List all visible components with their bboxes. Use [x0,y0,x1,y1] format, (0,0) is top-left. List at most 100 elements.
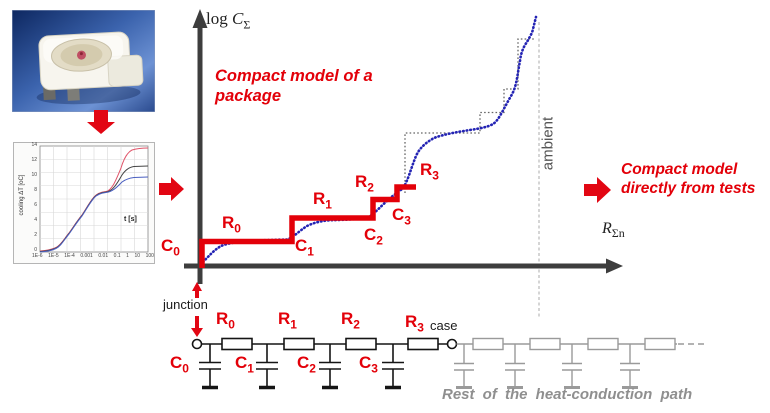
capacitor-C0 [199,344,221,390]
chart-label-r0: R0 [222,214,241,234]
label-sub: 2 [376,233,383,248]
label-base: R [341,309,354,328]
label-sub: 2 [309,361,316,376]
y-tick: 12 [31,157,37,163]
x-axis-label-sub: Σn [611,226,625,241]
y-axis-label-sub: Σ [243,17,251,32]
arrow-right-icon [584,177,611,203]
junction-node [191,338,203,350]
label-base: C [161,236,174,255]
y-tick: 2 [34,232,37,238]
y-axis-label: log CΣ [206,10,250,30]
capacitor-gray [454,344,474,389]
x-tick: 10 [134,253,141,259]
label-sub: 3 [417,320,424,335]
x-tick: 1E-4 [64,253,75,259]
label-base: C [359,353,372,372]
mini-gridlines [40,146,148,252]
package-step [107,54,144,87]
resistor-R3 [407,337,439,351]
x-tick: 1 [126,253,129,259]
circuit-label-r1: R1 [278,310,297,330]
junction-label: junction [163,297,208,312]
rest-of-path-label: Rest of the heat-conduction path [442,386,693,403]
package-shadow [36,85,141,105]
mini-transient-chart [13,142,155,264]
label-base: R [278,309,291,328]
label-base: R [405,312,418,331]
led-package-body [36,31,144,105]
y-tick: 10 [31,172,37,178]
x-axis-arrowhead [606,258,623,274]
circuit-label-r3: R3 [405,313,424,333]
junction-arrow-up-icon [192,282,202,298]
x-axis-label: RΣn [602,220,625,241]
label-sub: 1 [307,244,314,259]
y-tick: 4 [34,217,37,223]
annotation-compact-model-tests: Compact model directly from tests [621,161,756,197]
case-label: case [430,318,458,333]
label-sub: 3 [371,361,378,376]
chart-label-c1: C1 [295,237,314,257]
led-die-dot [79,52,83,56]
label-base: R [222,213,235,232]
mini-curve-blue [39,176,149,253]
label-base: C [235,353,248,372]
arrow-down-icon [87,110,115,134]
label-sub: 0 [234,221,241,236]
label-base: R [216,309,229,328]
chart-label-r2: R2 [355,173,374,193]
x-tick: 0.001 [80,253,93,259]
chart-label-c3: C3 [392,206,411,226]
x-axis-label-base: R [602,220,612,237]
x-tick: 1E-5 [48,253,59,259]
label-base: C [364,225,377,244]
y-axis-arrowhead [192,9,208,28]
circuit-label-c0: C0 [170,354,189,374]
y-tick: 14 [31,142,37,148]
chart-label-c0: C0 [161,237,180,257]
y-tick: 6 [34,202,37,208]
dotted-staircase [404,38,536,193]
resistor-gray [529,337,561,351]
circuit-label-c3: C3 [359,354,378,374]
y-axis-label-base: C [231,9,244,28]
capacitor-C2 [319,344,341,390]
resistor-gray [644,337,676,351]
package-lead [67,86,80,101]
structure-function-curve [201,15,538,264]
resistor-R0 [221,337,253,351]
label-sub: 3 [432,168,439,183]
case-node [446,338,458,350]
label-sub: 0 [228,317,235,332]
chart-label-r1: R1 [313,190,332,210]
circuit-label-c1: C1 [235,354,254,374]
capacitor-gray [505,344,525,389]
chart-label-r3: R3 [420,161,439,181]
mini-chart-y-ticks: 14 12 10 8 6 4 2 0 [26,143,37,253]
x-tick: 100 [145,253,154,259]
capacitor-gray [562,344,582,389]
label-base: C [295,236,308,255]
ambient-label: ambient [539,116,557,171]
label-sub: 0 [173,244,180,259]
y-tick: 8 [34,187,37,193]
mini-chart-xlabel: t [s] [124,216,137,223]
resistor-R2 [345,337,377,351]
label-base: C [170,353,183,372]
label-sub: 0 [182,361,189,376]
label-sub: 2 [353,317,360,332]
resistor-gray [472,337,504,351]
led-package-photo [12,10,155,112]
resistor-gray [587,337,619,351]
x-tick: 1E-6 [32,253,43,259]
capacitor-gray [620,344,640,389]
circuit-package-section [191,337,458,390]
x-tick: 0.01 [98,253,109,259]
label-sub: 1 [290,317,297,332]
x-tick: 0.1 [113,253,121,259]
mini-chart-x-ticks: 1E-6 1E-5 1E-4 0.001 0.01 0.1 1 10 100 [32,254,154,259]
resistor-R1 [283,337,315,351]
